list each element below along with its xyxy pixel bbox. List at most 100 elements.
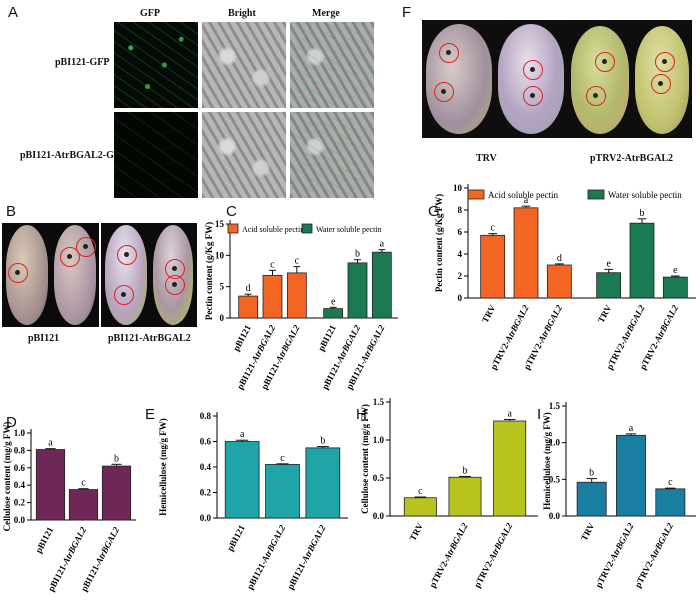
panel-letter-h: H bbox=[356, 406, 367, 423]
fruit-label-ptrv2-atrbgal2: pTRV2-AtrBGAL2 bbox=[590, 153, 673, 164]
significance-letter: c bbox=[280, 453, 285, 464]
y-tick-label: 0.5 bbox=[549, 474, 561, 484]
legend-label: Water soluble pectin bbox=[316, 225, 382, 234]
y-tick-label: 0.8 bbox=[200, 411, 212, 421]
y-axis-label: Cellulose content (mg/g FW) bbox=[2, 422, 12, 532]
significance-letter: b bbox=[589, 468, 594, 479]
significance-letter: a bbox=[507, 408, 512, 419]
micrograph-gfp-atrbgal2 bbox=[114, 112, 198, 198]
x-tick-label: TRV bbox=[407, 521, 425, 543]
y-tick-label: 8 bbox=[458, 205, 463, 215]
panel-letter-f: F bbox=[402, 4, 412, 21]
legend-label: Acid soluble pectin bbox=[242, 225, 304, 234]
y-tick-label: 6 bbox=[458, 227, 463, 237]
significance-letter: e bbox=[673, 265, 678, 276]
bar bbox=[323, 308, 344, 319]
panel-letter-c: C bbox=[226, 203, 237, 220]
y-tick-label: 0.0 bbox=[373, 511, 385, 521]
bar bbox=[546, 264, 572, 299]
y-tick-label: 0.0 bbox=[549, 511, 561, 521]
y-tick-label: 1.0 bbox=[373, 435, 385, 445]
x-tick-label: pTRV2-AtrBGAL2 bbox=[427, 521, 470, 589]
fruit-label-trv: TRV bbox=[476, 153, 497, 164]
row-label-atrbgal2-gfp: pBI121-AtrBGAL2-GFP bbox=[20, 150, 127, 161]
bar bbox=[68, 489, 99, 521]
bar bbox=[262, 274, 283, 319]
bar bbox=[101, 465, 132, 521]
y-tick-label: 0.2 bbox=[200, 488, 212, 498]
panel-letter-a: A bbox=[8, 4, 19, 21]
y-tick-label: 0.0 bbox=[14, 515, 26, 525]
x-tick-label: pBI121 bbox=[225, 523, 247, 553]
y-tick-label: 0.6 bbox=[200, 437, 212, 447]
significance-letter: a bbox=[240, 429, 245, 440]
x-tick-label: pBI121 bbox=[33, 525, 55, 555]
panel-letter-g: G bbox=[428, 203, 440, 220]
significance-letter: c bbox=[668, 477, 673, 488]
panel-letter-b: B bbox=[6, 203, 17, 220]
legend-swatch bbox=[467, 189, 485, 200]
x-tick-label: pTRV2-AtrBGAL2 bbox=[472, 521, 515, 589]
column-label-gfp: GFP bbox=[140, 8, 160, 19]
panel-letter-d: D bbox=[6, 414, 17, 431]
column-label-bright: Bright bbox=[228, 8, 256, 19]
y-tick-label: 0 bbox=[458, 293, 463, 303]
bar bbox=[347, 262, 368, 319]
y-tick-label: 4 bbox=[458, 249, 463, 259]
significance-letter: a bbox=[48, 438, 53, 449]
fruit-photo-pbi121-atrbgal2 bbox=[101, 223, 197, 327]
significance-letter: c bbox=[418, 486, 423, 497]
fruit-photo-pbi121 bbox=[2, 223, 99, 327]
y-tick-label: 1.0 bbox=[14, 428, 26, 438]
y-tick-label: 10 bbox=[453, 183, 463, 193]
x-tick-label: TRV bbox=[596, 303, 614, 325]
micrograph-merge-atrbgal2 bbox=[290, 112, 374, 198]
bar bbox=[35, 449, 66, 521]
bar bbox=[493, 420, 527, 517]
bar bbox=[480, 234, 506, 299]
x-tick-label: TRV bbox=[579, 521, 597, 543]
bar bbox=[224, 441, 260, 519]
panel-letter-e: E bbox=[145, 406, 156, 423]
bar bbox=[403, 497, 437, 517]
micrograph-bright-control bbox=[202, 22, 286, 108]
bar bbox=[286, 272, 307, 319]
x-tick-label: pTRV2-AtrBGAL2 bbox=[633, 521, 676, 589]
fruit-label-pbi121-atrbgal2: pBI121-AtrBGAL2 bbox=[108, 333, 191, 344]
significance-letter: b bbox=[355, 249, 360, 260]
x-tick-label: pTRV2-AtrBGAL2 bbox=[593, 521, 636, 589]
bar bbox=[265, 464, 300, 519]
y-tick-label: 10 bbox=[215, 250, 225, 260]
x-tick-label: pBI121-AtrBGAL2 bbox=[245, 523, 288, 591]
bar bbox=[629, 222, 655, 299]
bar bbox=[371, 251, 392, 319]
y-tick-label: 0.0 bbox=[200, 513, 212, 523]
significance-letter: a bbox=[380, 239, 385, 250]
y-axis-label: Hemicellulose (mg/g FW) bbox=[158, 418, 168, 515]
fruit-photo-ptrv2-atrbgal2 bbox=[569, 20, 692, 138]
y-axis-label: Cellulose content (mg/g FW) bbox=[360, 404, 370, 514]
y-tick-label: 1.0 bbox=[549, 438, 561, 448]
legend-swatch bbox=[301, 223, 313, 234]
micrograph-merge-control bbox=[290, 22, 374, 108]
bar bbox=[662, 276, 688, 299]
y-tick-label: 0.6 bbox=[14, 463, 26, 473]
micrograph-bright-atrbgal2 bbox=[202, 112, 286, 198]
significance-letter: c bbox=[490, 223, 495, 234]
micrograph-gfp-control bbox=[114, 22, 198, 108]
legend-swatch bbox=[587, 189, 605, 200]
y-tick-label: 15 bbox=[215, 219, 225, 229]
significance-letter: d bbox=[246, 283, 251, 294]
y-tick-label: 0.4 bbox=[200, 462, 212, 472]
bar bbox=[616, 434, 646, 517]
y-axis-label: Pectin content (g/Kg FW) bbox=[434, 194, 444, 292]
y-tick-label: 0.4 bbox=[14, 480, 26, 490]
bar bbox=[655, 488, 686, 517]
y-tick-label: 0.8 bbox=[14, 445, 26, 455]
row-label-pbi121-gfp: pBI121-GFP bbox=[55, 57, 110, 68]
significance-letter: c bbox=[81, 478, 86, 489]
